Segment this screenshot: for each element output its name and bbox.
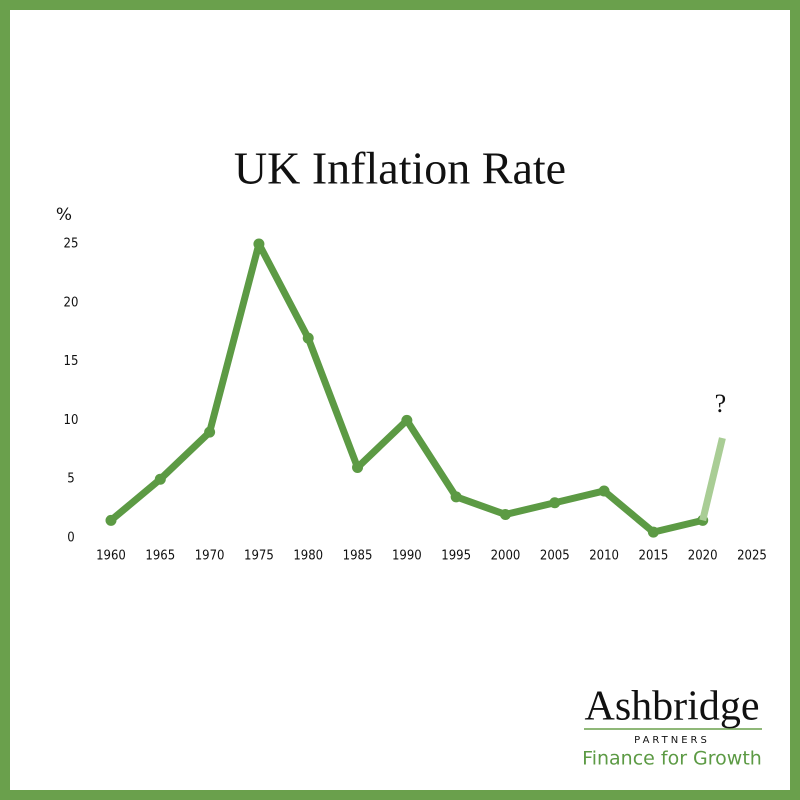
y-tick-label: 0 [67, 531, 74, 546]
x-tick-label: 1970 [195, 549, 225, 564]
x-tick-label: 1975 [244, 549, 274, 564]
line-series [699, 437, 726, 522]
point [302, 332, 314, 344]
point [204, 426, 216, 438]
logo-sub: PARTNERS [634, 735, 710, 746]
x-tick-label: 2005 [540, 549, 570, 564]
point [598, 485, 610, 497]
point [647, 526, 659, 538]
y-tick-label: 15 [64, 354, 79, 369]
x-tick-label: 2020 [688, 549, 718, 564]
point [401, 414, 413, 426]
x-tick-label: 1985 [343, 549, 373, 564]
logo-name: Ashbridge [585, 684, 760, 730]
annotation: ? [715, 389, 727, 418]
x-tick-label: 2000 [491, 549, 521, 564]
point [450, 491, 462, 503]
point [549, 497, 561, 509]
point [154, 473, 166, 485]
x-tick-label: 2010 [589, 549, 619, 564]
x-tick-label: 2015 [639, 549, 669, 564]
logo-tagline: Finance for Growth [582, 748, 762, 770]
x-tick-label: 1995 [441, 549, 471, 564]
x-tick-label: 1990 [392, 549, 422, 564]
y-tick-label: 20 [64, 295, 79, 310]
point [352, 461, 364, 473]
x-tick-label: 1980 [293, 549, 323, 564]
point [253, 238, 265, 250]
y-tick-label: 25 [64, 237, 79, 252]
y-tick-label: 10 [64, 413, 79, 428]
point [499, 508, 511, 520]
y-axis-label: % [56, 205, 72, 225]
chart-title: UK Inflation Rate [234, 143, 566, 194]
point [105, 514, 117, 526]
x-tick-label: 1965 [145, 549, 175, 564]
x-tick-label: 2025 [737, 549, 767, 564]
x-tick-label: 1960 [96, 549, 126, 564]
y-tick-label: 5 [67, 472, 74, 487]
